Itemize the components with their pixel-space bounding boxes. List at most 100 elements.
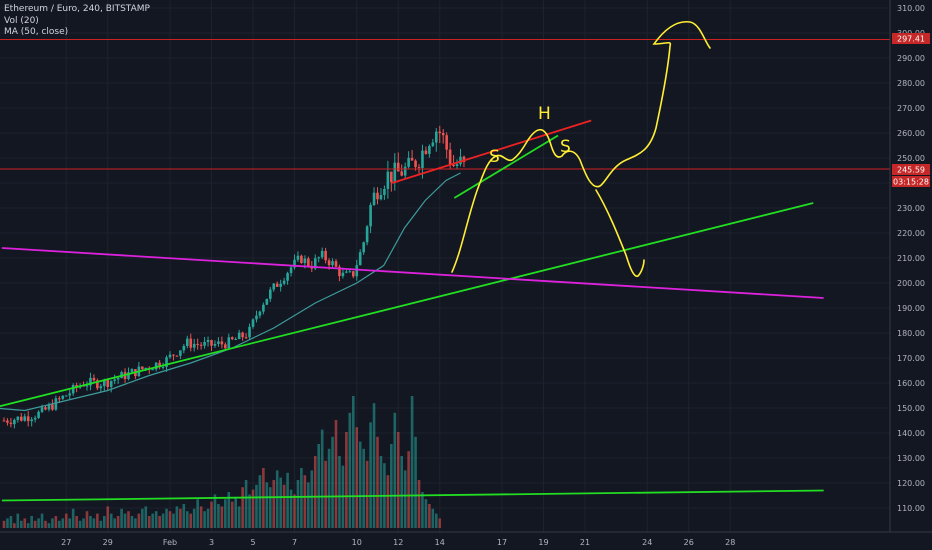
volume-bar (51, 518, 54, 528)
candle-up (313, 258, 317, 269)
volume-bar (44, 520, 47, 528)
candle-down (244, 337, 248, 339)
candle-down (230, 337, 234, 340)
candle-up (33, 417, 37, 420)
volume-bar (13, 523, 16, 528)
time-tick-label: 14 (435, 538, 445, 547)
volume-bar (320, 429, 324, 528)
volume-bar (400, 456, 404, 528)
candle-up (255, 315, 258, 320)
volume-bar (282, 484, 286, 528)
volume-bar (33, 520, 37, 528)
price-axis[interactable]: 110.00 120.00 130.00 140.00 150.00 160.00 170.… (897, 4, 925, 513)
candle-down (241, 332, 244, 338)
volume-bar (96, 513, 99, 528)
candle-up (434, 131, 438, 143)
volume-bar (120, 508, 123, 528)
trendline-green-short (453, 134, 559, 199)
price-tick-label: 160.00 (897, 379, 925, 388)
volume-bar (286, 472, 289, 528)
candle-down (351, 271, 355, 277)
candle-down (6, 420, 9, 423)
candle-down (199, 344, 203, 346)
volume-bar (99, 520, 103, 528)
candle-down (96, 380, 99, 389)
volume-bar (393, 412, 397, 528)
price-tick-label: 280.00 (897, 79, 925, 88)
volume-bar (237, 506, 241, 528)
volume-bar (310, 470, 314, 528)
volume-bar (390, 444, 393, 528)
volume-bar (158, 516, 161, 528)
volume-bar (417, 480, 421, 528)
volume-bar (275, 470, 279, 528)
volume-bar (307, 482, 310, 528)
candle-up (165, 357, 168, 367)
volume-bar (213, 494, 217, 528)
time-tick-label: 29 (103, 538, 113, 547)
volume-bar (379, 456, 383, 528)
volume-bar (421, 492, 424, 528)
candle-down (327, 260, 331, 266)
volume-bar (227, 492, 231, 528)
volume-bar (234, 496, 238, 528)
price-tick-label: 110.00 (897, 504, 925, 513)
volume-bar (431, 508, 435, 528)
candle-up (203, 342, 206, 346)
candle-up (127, 372, 130, 380)
volume-bar (199, 506, 203, 528)
volume-bar (220, 506, 224, 528)
volume-bar (127, 511, 130, 528)
volume-bar (230, 501, 234, 528)
volume-bar (369, 422, 372, 528)
price-tick-label: 270.00 (897, 104, 925, 113)
time-tick-label: 27 (61, 538, 71, 547)
candle-up (272, 283, 276, 290)
candle-up (89, 377, 92, 386)
candle-up (393, 162, 397, 183)
candle-down (189, 338, 193, 348)
candle-up (185, 338, 189, 346)
volume-bar (137, 513, 141, 528)
volume-bars (2, 396, 442, 528)
candle-up (116, 378, 120, 380)
hand-drawn-sketch (451, 20, 711, 277)
volume-bar (289, 489, 293, 528)
volume-bar (434, 513, 438, 528)
volume-bar (61, 518, 65, 528)
candle-up (348, 271, 352, 273)
volume-bar (23, 518, 27, 528)
candle-up (30, 419, 33, 422)
grid (0, 0, 890, 532)
candle-up (40, 407, 44, 412)
candle-up (372, 192, 376, 205)
volume-bar (351, 396, 355, 528)
sketch-bearish-path (595, 189, 645, 277)
moving-average-line (0, 172, 461, 412)
time-tick-label: 26 (684, 538, 694, 547)
candle-up (161, 366, 165, 368)
time-tick-label: 28 (725, 538, 735, 547)
candle-up (431, 142, 435, 147)
volume-bar (196, 499, 199, 528)
price-axis-background (890, 0, 932, 532)
price-tick-label: 150.00 (897, 404, 925, 413)
legend-symbol[interactable]: Ethereum / Euro, 240, BITSTAMP (4, 4, 150, 14)
time-axis[interactable]: 42729Feb357101214171921242628 (0, 538, 735, 547)
volume-bar (362, 448, 365, 528)
volume-bar (78, 520, 82, 528)
resistance-price-tag: 297.41 (897, 35, 925, 44)
legend-volume[interactable]: Vol (20) (4, 15, 39, 26)
volume-bar (396, 432, 400, 528)
candle-up (182, 345, 186, 351)
volume-bar (293, 494, 296, 528)
candle-up (47, 404, 51, 410)
price-tick-label: 220.00 (897, 229, 925, 238)
volume-bar (37, 518, 40, 528)
price-tick-label: 120.00 (897, 479, 925, 488)
candle-up (234, 339, 238, 341)
legend-ma[interactable]: MA (50, close) (4, 27, 69, 37)
volume-bar (40, 513, 44, 528)
volume-bar (85, 511, 89, 528)
